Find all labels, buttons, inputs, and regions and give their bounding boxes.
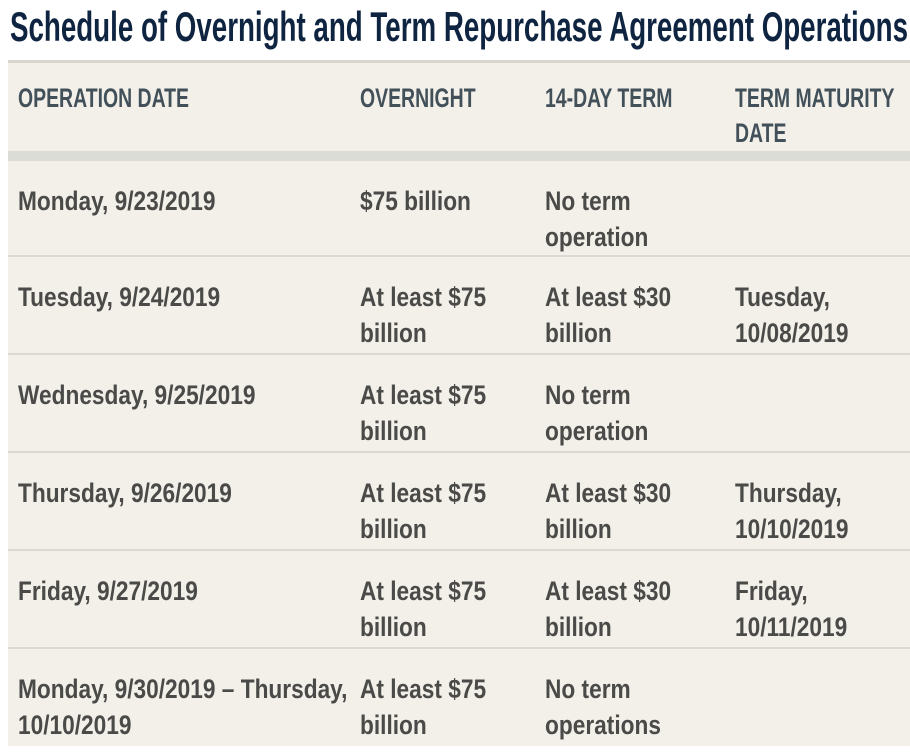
cell-text: Friday, 10/11/2019	[735, 576, 848, 642]
cell-text: Tuesday, 9/24/2019	[18, 282, 221, 312]
page-title: Schedule of Overnight and Term Repurchas…	[10, 3, 909, 50]
cell-term-maturity-date: Thursday, 10/10/2019	[725, 451, 910, 550]
table-row: Thursday, 9/26/2019 At least $75 billion…	[8, 451, 910, 550]
cell-text: No term operation	[545, 186, 649, 252]
cell-text: Thursday, 10/10/2019	[735, 478, 849, 544]
cell-term-maturity-date: Friday, 10/11/2019	[725, 549, 910, 648]
cell-overnight: At least $75 billion	[350, 353, 535, 452]
cell-14-day-term: At least $30 billion	[535, 451, 725, 550]
column-header-14-day-term: 14-DAY TERM	[535, 61, 725, 161]
cell-14-day-term: No term operation	[535, 353, 725, 452]
header-label: TERM MATURITY DATE	[735, 83, 895, 148]
column-header-term-maturity-date: TERM MATURITY DATE	[725, 61, 910, 161]
table-row: Monday, 9/23/2019 $75 billion No term op…	[8, 156, 910, 256]
cell-text: Friday, 9/27/2019	[18, 576, 198, 606]
cell-text: At least $30 billion	[545, 282, 672, 348]
cell-text: No term operations	[545, 674, 661, 740]
cell-text: At least $75 billion	[360, 282, 487, 348]
cell-overnight: $75 billion	[350, 156, 535, 256]
cell-term-maturity-date	[725, 156, 910, 256]
column-header-operation-date: OPERATION DATE	[8, 61, 350, 161]
cell-term-maturity-date: Tuesday, 10/08/2019	[725, 255, 910, 354]
table-row: OPERATION DATE OVERNIGHT 14-DAY TERM TER…	[8, 61, 910, 161]
header-label: OPERATION DATE	[18, 83, 190, 113]
table-row: Friday, 9/27/2019 At least $75 billion A…	[8, 549, 910, 648]
cell-overnight: At least $75 billion	[350, 647, 535, 746]
cell-text: At least $30 billion	[545, 478, 672, 544]
cell-14-day-term: At least $30 billion	[535, 549, 725, 648]
cell-text: No term operation	[545, 380, 649, 446]
cell-14-day-term: At least $30 billion	[535, 255, 725, 354]
cell-operation-date: Friday, 9/27/2019	[8, 549, 350, 648]
cell-text: At least $75 billion	[360, 478, 487, 544]
cell-text: $75 billion	[360, 186, 471, 216]
cell-text: Wednesday, 9/25/2019	[18, 380, 256, 410]
table-row: Tuesday, 9/24/2019 At least $75 billion …	[8, 255, 910, 354]
cell-operation-date: Monday, 9/30/2019 – Thursday, 10/10/2019	[8, 647, 350, 746]
cell-text: Monday, 9/30/2019 – Thursday, 10/10/2019	[18, 674, 348, 740]
cell-operation-date: Tuesday, 9/24/2019	[8, 255, 350, 354]
table-header-row: OPERATION DATE OVERNIGHT 14-DAY TERM TER…	[8, 61, 910, 161]
cell-text: At least $75 billion	[360, 576, 487, 642]
cell-14-day-term: No term operations	[535, 647, 725, 746]
table-row: Monday, 9/30/2019 – Thursday, 10/10/2019…	[8, 647, 910, 746]
cell-overnight: At least $75 billion	[350, 255, 535, 354]
cell-term-maturity-date	[725, 353, 910, 452]
cell-overnight: At least $75 billion	[350, 549, 535, 648]
cell-operation-date: Monday, 9/23/2019	[8, 156, 350, 256]
header-label: 14-DAY TERM	[545, 83, 673, 113]
column-header-overnight: OVERNIGHT	[350, 61, 535, 161]
header-label: OVERNIGHT	[360, 83, 476, 113]
cell-text: Monday, 9/23/2019	[18, 186, 216, 216]
cell-operation-date: Thursday, 9/26/2019	[8, 451, 350, 550]
cell-text: At least $30 billion	[545, 576, 672, 642]
cell-text: At least $75 billion	[360, 380, 487, 446]
repo-operations-table: OPERATION DATE OVERNIGHT 14-DAY TERM TER…	[8, 60, 910, 746]
cell-text: Tuesday, 10/08/2019	[735, 282, 849, 348]
table-row: Wednesday, 9/25/2019 At least $75 billio…	[8, 353, 910, 452]
cell-14-day-term: No term operation	[535, 156, 725, 256]
cell-term-maturity-date	[725, 647, 910, 746]
cell-overnight: At least $75 billion	[350, 451, 535, 550]
cell-operation-date: Wednesday, 9/25/2019	[8, 353, 350, 452]
cell-text: Thursday, 9/26/2019	[18, 478, 232, 508]
cell-text: At least $75 billion	[360, 674, 487, 740]
